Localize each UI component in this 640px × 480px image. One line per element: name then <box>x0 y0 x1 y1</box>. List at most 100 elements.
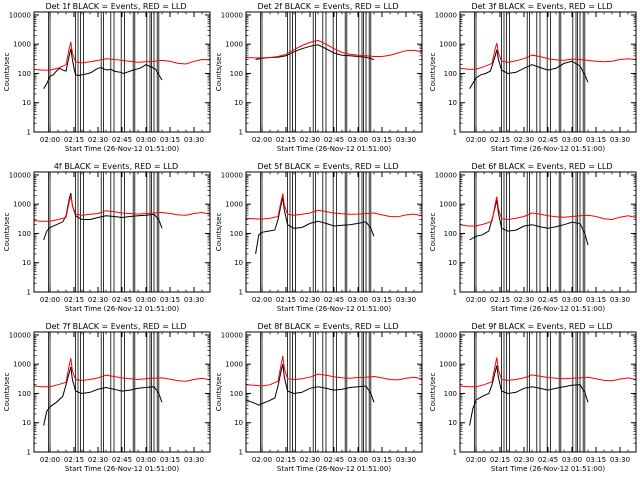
plot-frame <box>245 11 423 133</box>
y-tick-label: 100 <box>444 230 457 238</box>
x-tick-label: 03:00 <box>562 296 582 304</box>
x-tick-label: 02:00 <box>252 136 272 144</box>
panel-2: 1 10 100 1000 10000 02:00 02:15 02:30 02:45 03:00… <box>215 2 423 153</box>
panel-8: 1 10 100 1000 10000 02:00 02:15 02:30 02:45 03:00… <box>215 322 423 473</box>
x-tick-label: 02:00 <box>252 296 272 304</box>
y-axis-label: Counts/sec <box>215 53 223 92</box>
plot-frame <box>245 331 423 453</box>
x-tick-label: 02:45 <box>112 456 132 464</box>
y-tick-label: 1000 <box>225 201 243 209</box>
x-axis-label: Start Time (26-Nov-12 01:51:00) <box>65 305 179 313</box>
y-axis-label: Counts/sec <box>3 373 11 412</box>
x-tick-label: 02:30 <box>88 136 108 144</box>
y-tick-label: 1 <box>453 449 457 457</box>
y-tick-label: 1 <box>453 129 457 137</box>
x-tick-label: 02:30 <box>300 136 320 144</box>
panel-title: Det 6f BLACK = Events, RED = LLD <box>471 162 612 171</box>
y-tick-label: 100 <box>230 230 243 238</box>
x-tick-label: 02:15 <box>276 296 296 304</box>
panel-title: Det 5f BLACK = Events, RED = LLD <box>257 162 398 171</box>
y-axis-label: Counts/sec <box>3 53 11 92</box>
y-tick-label: 1 <box>239 449 243 457</box>
panel-1: 1 10 100 1000 10000 02:00 02:15 02:30 02:45 03:00… <box>3 2 211 153</box>
panel-title: Det 1f BLACK = Events, RED = LLD <box>45 2 186 11</box>
x-tick-label: 02:00 <box>40 296 60 304</box>
y-tick-label: 100 <box>444 390 457 398</box>
x-tick-label: 02:15 <box>64 296 84 304</box>
panel-title: Det 9f BLACK = Events, RED = LLD <box>471 322 612 331</box>
y-axis-label: Counts/sec <box>3 213 11 252</box>
x-tick-label: 03:30 <box>184 296 204 304</box>
panel-title: 4f BLACK = Events, RED = LLD <box>54 162 178 171</box>
y-axis-label: Counts/sec <box>215 373 223 412</box>
plot-frame <box>245 171 423 293</box>
x-tick-label: 03:30 <box>610 136 630 144</box>
series-line-events <box>469 365 589 426</box>
panel-title: Det 3f BLACK = Events, RED = LLD <box>471 2 612 11</box>
y-axis-label: Counts/sec <box>215 213 223 252</box>
y-tick-label: 10 <box>22 259 31 267</box>
series-line-lld <box>33 195 211 222</box>
x-tick-label: 03:00 <box>348 456 368 464</box>
x-tick-label: 02:15 <box>276 136 296 144</box>
y-tick-label: 10000 <box>9 171 31 179</box>
x-tick-label: 02:00 <box>466 136 486 144</box>
x-tick-label: 02:15 <box>64 136 84 144</box>
panel-5: 1 10 100 1000 10000 02:00 02:15 02:30 02:45 03:00… <box>215 162 423 313</box>
y-tick-label: 10 <box>448 259 457 267</box>
x-tick-label: 03:15 <box>160 456 180 464</box>
series-line-lld <box>245 39 423 59</box>
y-tick-label: 10000 <box>9 331 31 339</box>
series-line-events <box>43 48 163 90</box>
x-tick-label: 02:45 <box>324 296 344 304</box>
y-tick-label: 1 <box>27 289 31 297</box>
y-tick-label: 10 <box>448 99 457 107</box>
y-tick-label: 1 <box>453 289 457 297</box>
series-line-events <box>43 366 163 426</box>
y-tick-label: 10 <box>22 99 31 107</box>
y-tick-label: 100 <box>18 390 31 398</box>
series-line-events <box>469 49 589 90</box>
y-tick-label: 10000 <box>221 171 243 179</box>
x-tick-label: 03:15 <box>372 136 392 144</box>
x-tick-label: 02:30 <box>88 296 108 304</box>
plot-frame <box>459 331 637 453</box>
x-tick-label: 03:30 <box>184 136 204 144</box>
y-tick-label: 1 <box>27 449 31 457</box>
y-tick-label: 10 <box>234 99 243 107</box>
plot-frame <box>459 11 637 133</box>
x-tick-label: 02:45 <box>538 136 558 144</box>
y-tick-label: 10000 <box>435 171 457 179</box>
panel-title: Det 8f BLACK = Events, RED = LLD <box>257 322 398 331</box>
x-tick-label: 03:00 <box>136 296 156 304</box>
y-tick-label: 1000 <box>13 361 31 369</box>
x-tick-label: 03:00 <box>136 456 156 464</box>
y-tick-label: 10 <box>234 259 243 267</box>
x-tick-label: 03:00 <box>136 136 156 144</box>
x-tick-label: 02:30 <box>88 456 108 464</box>
x-tick-label: 02:00 <box>252 456 272 464</box>
x-tick-label: 03:30 <box>396 456 416 464</box>
y-axis-label: Counts/sec <box>429 213 437 252</box>
panel-title: Det 7f BLACK = Events, RED = LLD <box>45 322 186 331</box>
y-tick-label: 10000 <box>221 11 243 19</box>
plot-frame <box>33 331 211 453</box>
series-line-lld <box>459 42 637 70</box>
x-tick-label: 03:15 <box>586 456 606 464</box>
series-line-events <box>43 192 163 241</box>
x-axis-label: Start Time (26-Nov-12 01:51:00) <box>65 145 179 153</box>
y-tick-label: 10000 <box>221 331 243 339</box>
series-line-events <box>469 199 589 246</box>
x-tick-label: 02:30 <box>514 136 534 144</box>
x-tick-label: 02:45 <box>538 456 558 464</box>
series-line-lld <box>245 193 423 220</box>
series-line-lld <box>459 357 637 388</box>
panel-6: 1 10 100 1000 10000 02:00 02:15 02:30 02:45 03:00… <box>429 162 637 313</box>
y-tick-label: 1000 <box>225 361 243 369</box>
y-tick-label: 10000 <box>435 331 457 339</box>
x-tick-label: 03:15 <box>372 456 392 464</box>
y-tick-label: 1 <box>27 129 31 137</box>
y-tick-label: 100 <box>18 230 31 238</box>
x-tick-label: 03:15 <box>586 136 606 144</box>
panel-title: Det 2f BLACK = Events, RED = LLD <box>257 2 398 11</box>
